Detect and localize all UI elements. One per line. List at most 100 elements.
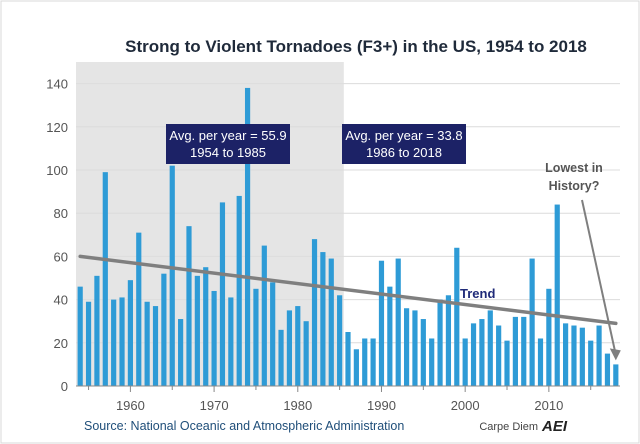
bar-2007: [521, 316, 527, 386]
source-note: Source: National Oceanic and Atmospheric…: [84, 419, 404, 433]
bar-2005: [504, 340, 510, 386]
bar-1962: [144, 301, 150, 386]
bar-2014: [579, 327, 585, 386]
bar-2006: [512, 316, 518, 386]
bar-1980: [295, 306, 301, 386]
trend-label: Trend: [460, 286, 495, 301]
bar-1956: [94, 275, 100, 386]
bar-1978: [278, 329, 284, 386]
y-tick-label: 80: [54, 206, 68, 221]
bar-1971: [219, 202, 226, 386]
bars: [77, 87, 619, 387]
bar-2012: [563, 323, 569, 386]
avg-box-late-background: [342, 124, 466, 164]
credit-label: Carpe Diem: [479, 421, 538, 433]
bar-1977: [270, 282, 276, 386]
avg-late-line-2: 1986 to 2018: [366, 145, 442, 160]
avg-box-1986-2018: Avg. per year = 33.8 1986 to 2018: [342, 124, 466, 164]
lowest-arrow: [581, 199, 616, 351]
bar-1973: [236, 195, 242, 386]
avg-early-line-1: Avg. per year = 55.9: [169, 128, 286, 143]
bar-1998: [445, 295, 452, 386]
aei-logo: AEI: [541, 418, 568, 435]
lowest-arrowhead: [609, 348, 621, 361]
bar-1969: [203, 267, 209, 386]
bar-1990: [378, 260, 385, 386]
x-tick-label: 1960: [116, 398, 145, 413]
bar-1967: [186, 226, 192, 386]
bar-2002: [479, 319, 485, 386]
y-axis: 0 20 40 60 80 100 120 140: [46, 77, 68, 394]
x-tick-label: 1990: [367, 398, 396, 413]
bar-1997: [437, 299, 443, 386]
bar-1975: [253, 288, 259, 386]
bar-1983: [320, 252, 326, 386]
lowest-note-line-1: Lowest in: [545, 161, 603, 175]
x-tick-label: 1980: [283, 398, 312, 413]
bar-1955: [85, 301, 92, 386]
bar-1988: [362, 338, 368, 386]
bar-1984: [328, 258, 334, 386]
y-tick-label: 0: [61, 379, 68, 394]
bar-1996: [429, 338, 435, 386]
bar-1960: [127, 280, 133, 386]
bar-1987: [353, 349, 359, 386]
bar-2010: [546, 288, 552, 386]
bar-1966: [178, 319, 184, 386]
bar-2001: [470, 323, 477, 386]
bar-1970: [211, 290, 217, 386]
bar-1974: [244, 87, 251, 387]
bar-1968: [194, 275, 200, 386]
bar-2004: [496, 325, 502, 386]
bar-2016: [596, 325, 602, 386]
chart-title: Strong to Violent Tornadoes (F3+) in the…: [125, 37, 587, 56]
y-tick-label: 20: [54, 336, 68, 351]
bar-2008: [529, 258, 535, 386]
x-tick-label: 2000: [451, 398, 480, 413]
bar-1963: [152, 306, 159, 386]
bar-2018: [613, 364, 619, 386]
trend-line: [78, 254, 618, 326]
avg-early-line-2: 1954 to 1985: [190, 145, 266, 160]
bar-2000: [462, 338, 468, 386]
lowest-note-line-2: History?: [549, 179, 600, 193]
bar-1982: [311, 239, 318, 386]
bar-1992: [395, 258, 401, 386]
avg-box-1954-1985: Avg. per year = 55.9 1954 to 1985: [166, 124, 290, 164]
bar-1994: [412, 310, 418, 386]
y-tick-label: 140: [46, 77, 68, 92]
bar-1965: [169, 165, 175, 386]
x-tick-label: 1970: [200, 398, 229, 413]
y-tick-label: 100: [46, 163, 68, 178]
bar-1979: [286, 310, 293, 386]
bar-1961: [136, 232, 142, 386]
bar-2011: [554, 204, 560, 386]
bar-1954: [77, 286, 83, 386]
bar-2003: [487, 310, 493, 386]
bar-2015: [588, 340, 594, 386]
y-tick-label: 120: [46, 120, 68, 135]
bar-1985: [337, 295, 343, 386]
bar-1972: [228, 297, 234, 386]
bar-1958: [111, 299, 117, 386]
bar-1981: [303, 321, 309, 386]
bar-2013: [571, 325, 577, 386]
bar-1959: [119, 297, 125, 386]
bar-1986: [345, 332, 351, 386]
bar-1991: [387, 286, 393, 386]
bar-1976: [261, 245, 267, 386]
avg-late-line-1: Avg. per year = 33.8: [345, 128, 462, 143]
bar-1957: [102, 172, 108, 386]
bar-1993: [403, 308, 410, 386]
bar-1995: [420, 319, 426, 386]
y-tick-label: 60: [54, 249, 68, 264]
bar-1999: [454, 247, 460, 386]
bar-1989: [370, 338, 376, 386]
x-axis: 1960 1970 1980 1990 2000 2010: [88, 386, 592, 413]
avg-box-early-background: [166, 124, 290, 164]
bar-1964: [161, 273, 167, 386]
y-tick-label: 40: [54, 293, 68, 308]
bar-2009: [537, 338, 544, 386]
